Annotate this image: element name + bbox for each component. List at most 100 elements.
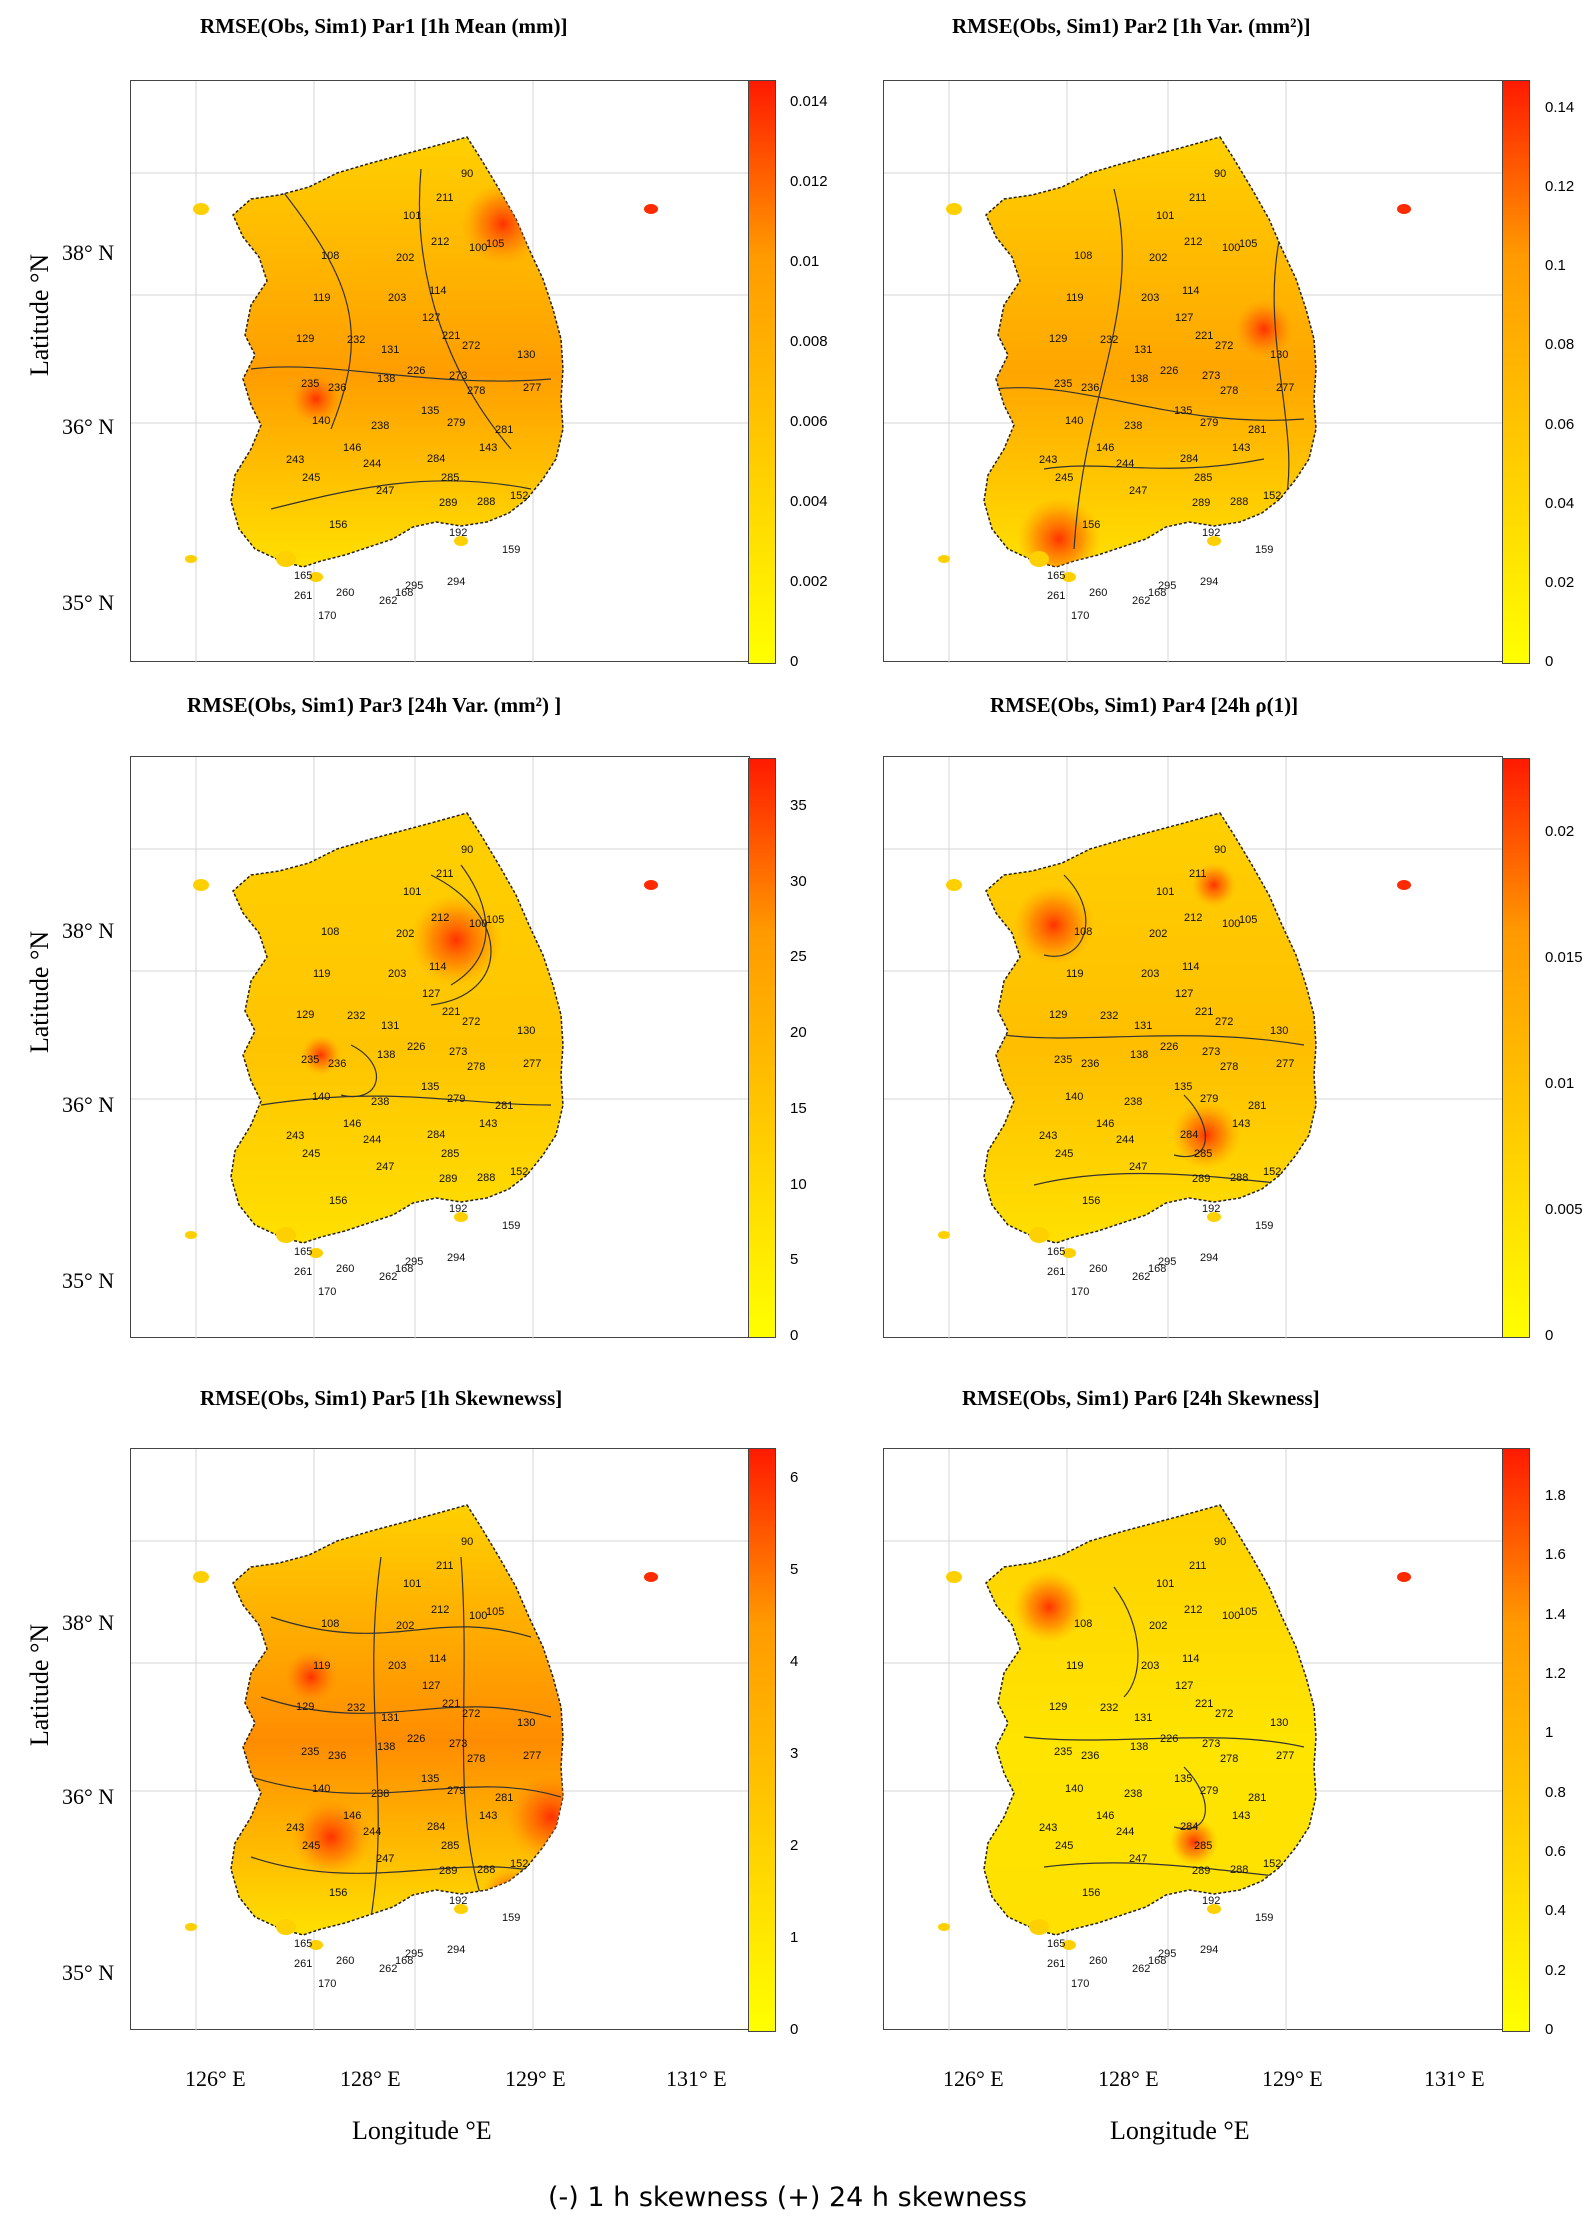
station-label: 192 (449, 527, 467, 539)
station-label: 247 (1129, 1161, 1147, 1173)
station-label: 295 (1158, 580, 1176, 592)
x-tick-126e: 126° E (943, 2066, 1004, 2091)
y-tick-36n: 36° N (62, 1784, 115, 1809)
hotspot (1013, 1571, 1085, 1643)
station-label: 289 (1192, 497, 1210, 509)
station-label: 261 (1047, 1958, 1065, 1970)
colorbar-tick-label: 1 (790, 1929, 799, 1946)
hotspot (410, 894, 502, 986)
station-label: 285 (441, 472, 459, 484)
y-axis-label: Latitude °N (25, 930, 54, 1054)
colorbar-tick-label: 0.014 (790, 93, 828, 110)
station-label: 247 (1129, 485, 1147, 497)
station-label: 114 (1182, 961, 1200, 973)
hotspot (1014, 885, 1094, 965)
island (309, 1248, 323, 1258)
hotspot (291, 1797, 371, 1877)
contour-line (1173, 1766, 1206, 1830)
contour-line (430, 874, 492, 1006)
colorbar-tick-label: 20 (790, 1024, 807, 1042)
station-label: 101 (1156, 886, 1174, 898)
station-label: 156 (1082, 519, 1100, 531)
station-label: 90 (1214, 844, 1226, 856)
station-label: 288 (1230, 496, 1248, 508)
island (309, 1940, 323, 1950)
station-label: 238 (371, 1788, 389, 1800)
station-label: 284 (427, 1821, 445, 1833)
station-label: 288 (477, 496, 495, 508)
station-label: 273 (449, 370, 467, 382)
island (946, 1571, 962, 1583)
station-label: 238 (371, 1096, 389, 1108)
station-label: 285 (1194, 472, 1212, 484)
contour-line (260, 1696, 552, 1718)
station-label: 156 (1082, 1887, 1100, 1899)
colorbar (1502, 80, 1530, 664)
station-label: 294 (1200, 1944, 1218, 1956)
station-label: 192 (449, 1895, 467, 1907)
station-label: 235 (301, 378, 319, 390)
colorbar-tick-label: 1.8 (1545, 1487, 1566, 1504)
station-label: 245 (1055, 1148, 1073, 1160)
station-label: 273 (1202, 1046, 1220, 1058)
colorbar-tick-label: 0.4 (1545, 1902, 1566, 1920)
station-label: 105 (486, 1606, 504, 1618)
colorbar-tick-label: 5 (790, 1251, 799, 1269)
station-label: 295 (405, 580, 423, 592)
contour-line (370, 1556, 382, 1918)
station-label: 100 (1222, 242, 1240, 254)
colorbar-tick-label: 3 (790, 1745, 799, 1762)
station-label: 262 (1132, 595, 1150, 607)
station-label: 114 (1182, 1653, 1200, 1665)
station-label: 273 (1202, 370, 1220, 382)
contour-line (1033, 1172, 1295, 1186)
y-axis-label: Latitude °N (25, 253, 54, 377)
station-label: 90 (461, 844, 473, 856)
station-label: 245 (302, 1840, 320, 1852)
station-label: 156 (329, 1195, 347, 1207)
contour-line (270, 1616, 532, 1638)
station-label: 226 (1160, 1041, 1178, 1053)
station-label: 105 (486, 238, 504, 250)
island (1062, 1248, 1076, 1258)
map-plot: 90 211 101 212 105 100 108 202 114 119 203 127 221 12… (883, 756, 1504, 1339)
station-label: 165 (294, 570, 312, 582)
colorbar-tick-label: 0.02 (1545, 823, 1575, 840)
contour-line (1043, 1862, 1285, 1878)
x-tick-129e: 129° E (1262, 2066, 1323, 2091)
map-plot: 90 211 101 212 105 100 108 202 114 119 203 127 221 12… (130, 756, 751, 1339)
station-label: 165 (1047, 1938, 1065, 1950)
station-label: 238 (371, 420, 389, 432)
colorbar-tick-label: 0.002 (790, 573, 828, 590)
panel-title: RMSE(Obs, Sim1) Par3 [24h Var. (mm²) ] (187, 693, 562, 717)
station-label: 140 (312, 1783, 330, 1795)
station-label: 277 (523, 382, 541, 394)
station-label: 143 (1232, 442, 1250, 454)
station-label: 243 (1039, 454, 1057, 466)
station-label: 243 (286, 454, 304, 466)
station-label: 294 (447, 1944, 465, 1956)
station-label: 129 (1049, 1009, 1067, 1021)
station-label: 285 (441, 1840, 459, 1852)
station-label: 235 (1054, 1746, 1072, 1758)
station-label: 232 (1100, 1702, 1118, 1714)
station-label: 152 (510, 490, 528, 502)
island (938, 1231, 950, 1239)
station-label: 101 (1156, 210, 1174, 222)
station-label: 295 (405, 1256, 423, 1268)
x-tick-131e: 131° E (1424, 2066, 1485, 2091)
colorbar-tick-label: 0.2 (1545, 1961, 1566, 1979)
station-label: 138 (1130, 373, 1148, 385)
colorbar-tick-label: 0.08 (1545, 336, 1575, 354)
contour-line (1023, 1736, 1305, 1748)
colorbar-tick-label: 35 (790, 797, 807, 814)
colorbar-tick-label: 5 (790, 1561, 799, 1578)
station-label: 295 (1158, 1256, 1176, 1268)
station-label: 247 (376, 1161, 394, 1173)
station-label: 226 (1160, 365, 1178, 377)
station-label: 108 (321, 1618, 339, 1630)
station-label: 108 (1074, 1618, 1092, 1630)
station-label: 138 (1130, 1049, 1148, 1061)
